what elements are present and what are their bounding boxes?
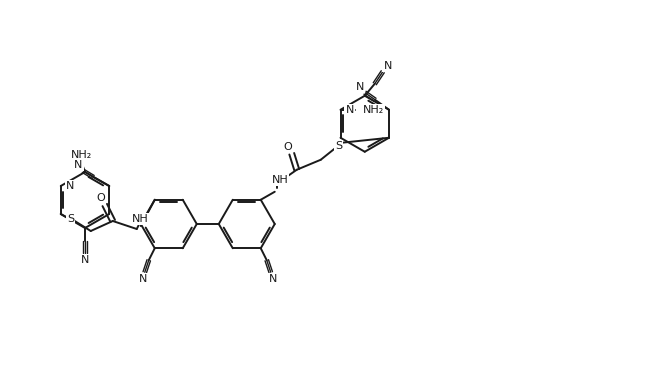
Text: NH₂: NH₂ [362,105,384,115]
Text: N: N [269,274,277,284]
Text: NH: NH [132,214,148,224]
Text: N: N [66,181,74,191]
Text: O: O [284,142,292,152]
Text: N: N [81,255,89,265]
Text: S: S [335,141,342,151]
Text: N: N [138,274,147,284]
Text: N: N [74,160,83,170]
Text: O: O [96,193,105,203]
Text: N: N [355,82,364,92]
Text: NH: NH [271,175,288,185]
Text: N: N [384,61,392,71]
Text: N: N [345,105,354,115]
Text: NH₂: NH₂ [71,150,91,160]
Text: S: S [67,214,75,224]
